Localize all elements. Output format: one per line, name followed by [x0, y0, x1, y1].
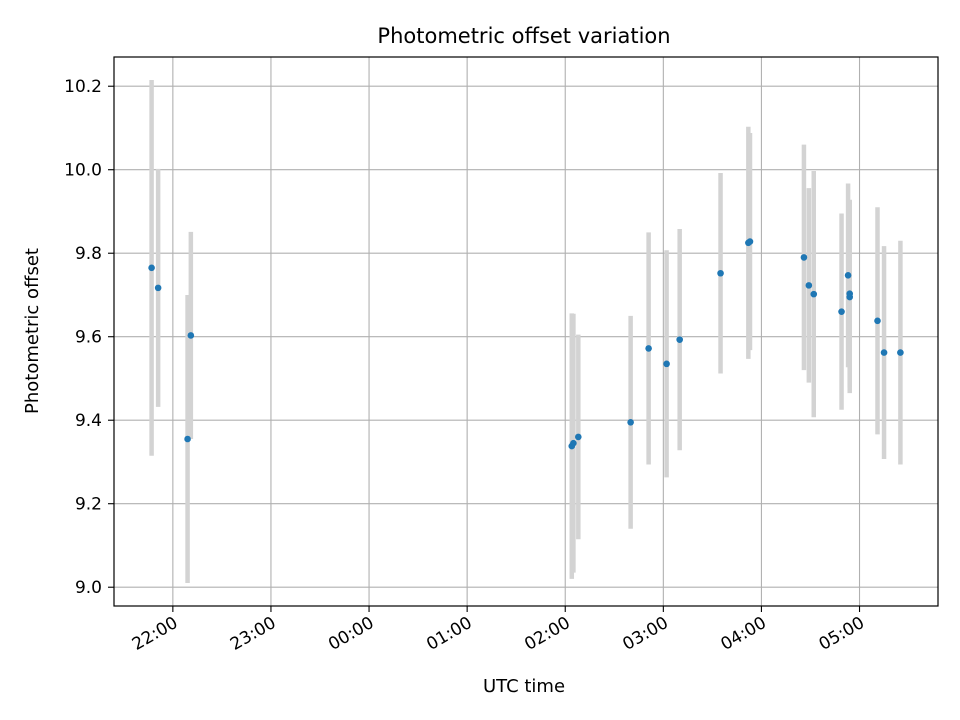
data-point — [846, 293, 854, 301]
y-axis-title: Photometric offset — [22, 248, 43, 414]
plot-frame — [113, 56, 939, 607]
y-tick-label: 10.0 — [64, 161, 102, 181]
data-point — [844, 272, 852, 279]
data-point — [810, 290, 818, 298]
y-tick-label: 9.8 — [75, 244, 102, 264]
chart-title: Photometric offset variation — [377, 24, 670, 48]
data-point — [575, 433, 582, 441]
y-tick-label: 10.2 — [64, 77, 102, 97]
data-point — [663, 360, 670, 368]
data-point — [746, 238, 754, 245]
x-axis-title: UTC time — [483, 676, 565, 697]
grid-lines — [114, 57, 938, 606]
data-point — [570, 439, 577, 447]
y-tick-label: 9.0 — [75, 578, 102, 598]
data-point — [874, 317, 881, 325]
data-points — [148, 238, 904, 450]
data-point — [148, 264, 155, 272]
data-point — [800, 254, 808, 261]
data-point — [838, 308, 845, 315]
data-point — [187, 332, 195, 339]
data-point — [676, 336, 683, 343]
data-point — [897, 349, 904, 356]
data-point — [154, 284, 162, 292]
data-point — [805, 282, 813, 289]
data-point — [880, 349, 888, 356]
data-point — [645, 345, 652, 352]
data-point — [627, 419, 634, 426]
data-point — [184, 435, 191, 443]
y-tick-label: 9.6 — [75, 328, 102, 348]
y-tick-label: 9.2 — [75, 495, 102, 515]
y-tick-label: 9.4 — [75, 411, 102, 431]
data-point — [717, 269, 724, 277]
